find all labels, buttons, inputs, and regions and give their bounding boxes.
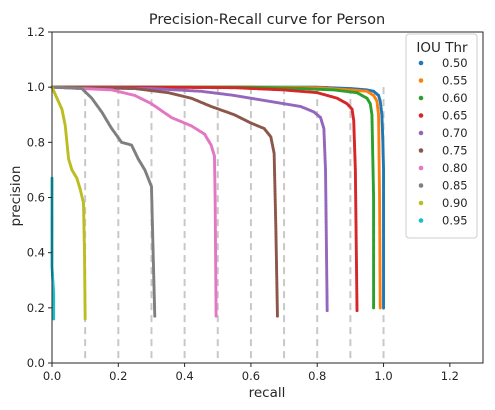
data-point [372, 306, 376, 310]
plot-area [50, 31, 484, 364]
x-tick-label: 0.6 [242, 369, 260, 383]
y-tick-label: 0.4 [27, 246, 45, 260]
data-point [382, 306, 386, 310]
legend-label: 0.90 [442, 196, 468, 210]
x-tick-label: 0.0 [43, 369, 61, 383]
legend-item-0.70: 0.70 [418, 126, 468, 140]
legend-frame [405, 33, 478, 239]
legend-marker [418, 218, 424, 223]
series-0.95 [50, 176, 56, 321]
series-0.80 [50, 85, 218, 318]
legend-marker [418, 148, 424, 153]
legend-label: 0.75 [442, 144, 468, 158]
legend-label: 0.55 [442, 74, 468, 88]
legend-marker [418, 78, 424, 83]
data-point [275, 314, 279, 318]
legend-marker [418, 60, 424, 66]
legend: IOU Thr 0.50 0.55 0.60 0.65 0.70 0.75 0.80 0.85… [405, 33, 478, 239]
legend-item-0.90: 0.90 [418, 196, 468, 210]
y-tick-label: 0.6 [27, 191, 45, 205]
chart-title: Precision-Recall curve for Person [149, 12, 385, 28]
legend-item-0.50: 0.50 [418, 56, 468, 70]
y-tick-label: 0.8 [27, 135, 45, 149]
series-0.70 [50, 85, 329, 313]
series-0.90 [50, 85, 87, 321]
x-axis: 0.0 0.2 0.4 0.6 0.8 1.0 1.2 [43, 363, 459, 383]
x-tick-label: 1.2 [441, 369, 459, 383]
legend-label: 0.80 [442, 161, 468, 175]
legend-marker [418, 95, 424, 101]
legend-item-0.85: 0.85 [418, 179, 468, 193]
x-tick-label: 1.0 [374, 369, 392, 383]
data-point [214, 314, 218, 318]
x-tick-label: 0.4 [175, 369, 193, 383]
legend-label: 0.50 [442, 56, 468, 70]
x-tick-label: 0.2 [109, 369, 127, 383]
legend-label: 0.65 [442, 109, 468, 123]
legend-marker [418, 165, 424, 171]
y-axis-label: precision [8, 166, 24, 227]
x-axis-label: recall [249, 385, 286, 401]
legend-marker [418, 130, 424, 136]
legend-item-0.95: 0.95 [418, 214, 468, 228]
legend-item-0.60: 0.60 [418, 91, 468, 105]
y-tick-label: 1.2 [27, 25, 45, 39]
legend-marker [418, 113, 424, 118]
data-point [153, 314, 157, 318]
y-tick-label: 0.2 [27, 301, 45, 315]
series-0.65 [50, 85, 359, 313]
y-tick-label: 0.0 [27, 356, 45, 370]
legend-label: 0.95 [442, 214, 468, 228]
y-tick-label: 1.0 [27, 80, 45, 94]
data-point [52, 317, 56, 321]
legend-marker [418, 200, 424, 206]
legend-item-0.65: 0.65 [418, 109, 468, 123]
legend-label: 0.85 [442, 179, 468, 193]
legend-item-0.55: 0.55 [418, 74, 468, 88]
legend-item-0.75: 0.75 [418, 144, 468, 158]
data-point [355, 309, 359, 313]
legend-marker [418, 183, 424, 188]
y-axis: 0.0 0.2 0.4 0.6 0.8 1.0 1.2 [27, 25, 52, 370]
data-point [325, 309, 329, 313]
legend-item-0.80: 0.80 [418, 161, 468, 175]
data-point [378, 306, 382, 310]
legend-title: IOU Thr [416, 40, 468, 56]
data-point [83, 317, 87, 321]
x-tick-label: 0.8 [308, 369, 326, 383]
legend-label: 0.60 [442, 91, 468, 105]
series-0.75 [50, 85, 279, 318]
series-0.85 [50, 85, 157, 318]
legend-label: 0.70 [442, 126, 468, 140]
